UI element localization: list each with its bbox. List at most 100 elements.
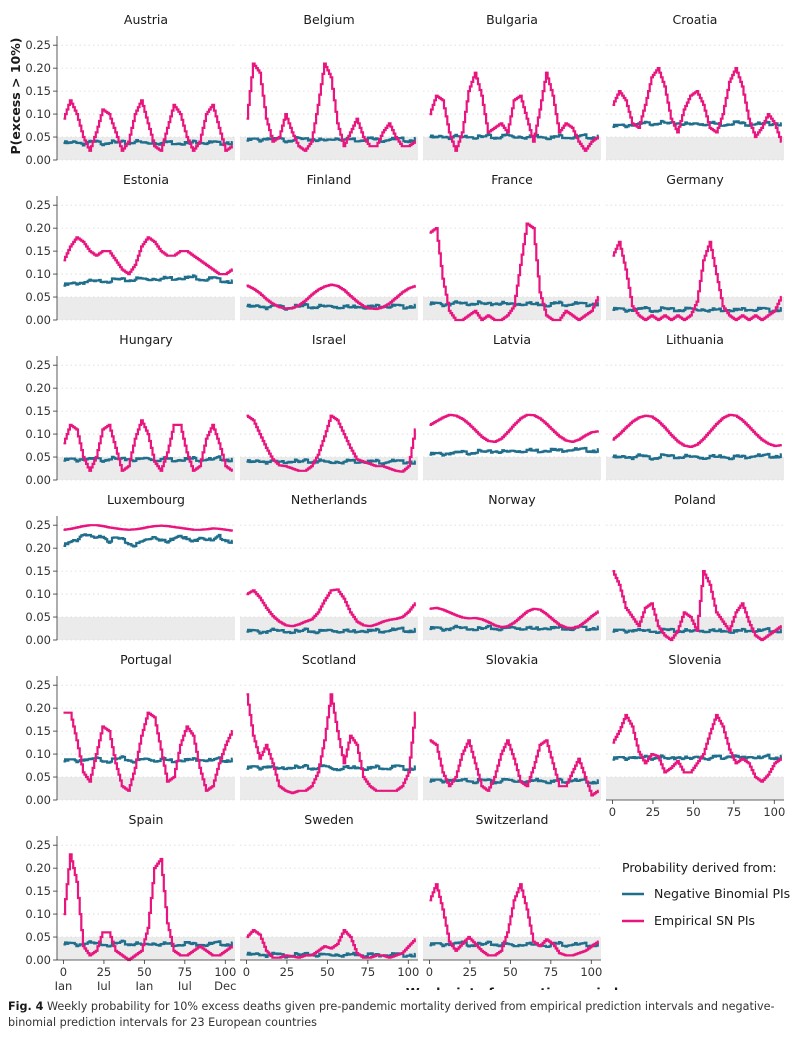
y-tick-label-austria-4: 0.20: [25, 61, 51, 75]
caption-label: Fig. 4: [8, 1000, 44, 1013]
sn-line-hungary: [63, 419, 233, 472]
sn-line-sweden: [246, 929, 416, 959]
shaded-band-slovakia: [423, 777, 601, 800]
y-tick-label-hungary-0: 0.00: [25, 473, 51, 487]
figure-caption: Fig. 4 Weekly probability for 10% excess…: [8, 999, 788, 1031]
y-tick-label-austria-0: 0.00: [25, 153, 51, 167]
nb-line-bulgaria: [429, 133, 599, 141]
y-tick-label-hungary-2: 0.10: [25, 427, 51, 441]
shaded-band-croatia: [606, 137, 784, 160]
sn-line-luxembourg: [63, 524, 233, 532]
y-tick-label-estonia-5: 0.25: [25, 198, 51, 212]
y-tick-label-luxembourg-0: 0.00: [25, 633, 51, 647]
shaded-band-luxembourg: [57, 617, 235, 640]
panel-title-netherlands: Netherlands: [291, 492, 367, 507]
nb-line-slovenia: [612, 753, 782, 761]
x-tick-label-switzerland-0: 0: [426, 965, 433, 979]
x-tick-label-slovenia-3: 75: [727, 805, 742, 819]
x-tick-label-spain-3: 75: [178, 965, 193, 979]
y-tick-label-austria-1: 0.05: [25, 130, 51, 144]
shaded-band-estonia: [57, 297, 235, 320]
panel-title-luxembourg: Luxembourg: [107, 492, 185, 507]
sn-line-bulgaria: [429, 71, 599, 152]
shaded-band-finland: [240, 297, 418, 320]
y-tick-label-spain-0: 0.00: [25, 953, 51, 967]
panel-title-norway: Norway: [488, 492, 536, 507]
x-tick-label-slovenia-4: 100: [763, 805, 785, 819]
sn-line-switzerland: [429, 883, 599, 957]
nb-line-latvia: [429, 446, 599, 457]
sn-line-slovenia: [612, 713, 782, 783]
nb-line-germany: [612, 306, 782, 313]
panel-title-finland: Finland: [307, 172, 352, 187]
x-tick-label-switzerland-1: 25: [463, 965, 478, 979]
x-tick-label-slovenia-2: 50: [686, 805, 701, 819]
y-tick-label-luxembourg-4: 0.20: [25, 541, 51, 555]
y-tick-label-spain-2: 0.10: [25, 907, 51, 921]
shaded-band-slovenia: [606, 777, 784, 800]
y-tick-label-portugal-1: 0.05: [25, 770, 51, 784]
x-tick-label-sweden-1: 25: [280, 965, 295, 979]
nb-line-estonia: [63, 274, 233, 287]
panel-title-slovenia: Slovenia: [668, 652, 721, 667]
caption-text: Weekly probability for 10% excess deaths…: [8, 1000, 775, 1029]
y-tick-label-luxembourg-5: 0.25: [25, 518, 51, 532]
panel-title-austria: Austria: [124, 12, 168, 27]
y-tick-label-luxembourg-3: 0.15: [25, 564, 51, 578]
y-tick-label-estonia-4: 0.20: [25, 221, 51, 235]
x-tick-label-slovenia-0: 0: [609, 805, 616, 819]
nb-line-norway: [429, 624, 599, 632]
panel-title-croatia: Croatia: [673, 12, 718, 27]
y-tick-label-portugal-5: 0.25: [25, 678, 51, 692]
nb-line-portugal: [63, 755, 233, 764]
nb-line-luxembourg: [63, 533, 233, 548]
month-label-1: Jul: [96, 979, 111, 990]
month-label-4: Dec: [214, 979, 236, 990]
nb-line-belgium: [246, 136, 416, 144]
sn-line-lithuania: [612, 413, 782, 448]
x-tick-label-spain-2: 50: [137, 965, 152, 979]
shaded-band-poland: [606, 617, 784, 640]
y-tick-label-spain-3: 0.15: [25, 884, 51, 898]
sn-line-netherlands: [246, 588, 416, 628]
panel-title-hungary: Hungary: [119, 332, 173, 347]
panel-title-lithuania: Lithuania: [666, 332, 724, 347]
sn-line-latvia: [429, 413, 599, 443]
x-tick-label-sweden-0: 0: [243, 965, 250, 979]
sn-line-finland: [246, 283, 416, 311]
y-tick-label-hungary-1: 0.05: [25, 450, 51, 464]
sn-line-scotland: [246, 693, 416, 795]
sn-line-croatia: [612, 67, 782, 143]
shaded-band-lithuania: [606, 457, 784, 480]
x-tick-label-sweden-3: 75: [361, 965, 376, 979]
y-tick-label-estonia-1: 0.05: [25, 290, 51, 304]
sn-line-spain: [63, 853, 233, 962]
y-tick-label-estonia-0: 0.00: [25, 313, 51, 327]
panel-title-bulgaria: Bulgaria: [486, 12, 538, 27]
sn-line-portugal: [63, 711, 233, 792]
sn-line-belgium: [246, 62, 416, 152]
month-label-3: Jul: [177, 979, 192, 990]
y-tick-label-luxembourg-1: 0.05: [25, 610, 51, 624]
y-tick-label-portugal-0: 0.00: [25, 793, 51, 807]
panel-title-sweden: Sweden: [304, 812, 353, 827]
y-tick-label-estonia-3: 0.15: [25, 244, 51, 258]
panel-title-scotland: Scotland: [302, 652, 356, 667]
nb-line-hungary: [63, 455, 233, 463]
y-tick-label-portugal-3: 0.15: [25, 724, 51, 738]
x-tick-label-switzerland-2: 50: [503, 965, 518, 979]
panel-title-israel: Israel: [312, 332, 346, 347]
shaded-band-scotland: [240, 777, 418, 800]
y-tick-label-spain-1: 0.05: [25, 930, 51, 944]
panel-title-belgium: Belgium: [303, 12, 354, 27]
legend-title: Probability derived from:: [622, 860, 777, 875]
y-tick-label-hungary-3: 0.15: [25, 404, 51, 418]
sn-line-norway: [429, 606, 599, 630]
panel-title-switzerland: Switzerland: [476, 812, 549, 827]
panel-title-portugal: Portugal: [120, 652, 172, 667]
sn-line-israel: [246, 414, 416, 473]
sn-line-germany: [612, 240, 782, 322]
month-label-2: Jan: [135, 979, 154, 990]
x-axis-title: Weeks into forecasting period: [406, 985, 618, 990]
x-tick-label-slovenia-1: 25: [646, 805, 661, 819]
